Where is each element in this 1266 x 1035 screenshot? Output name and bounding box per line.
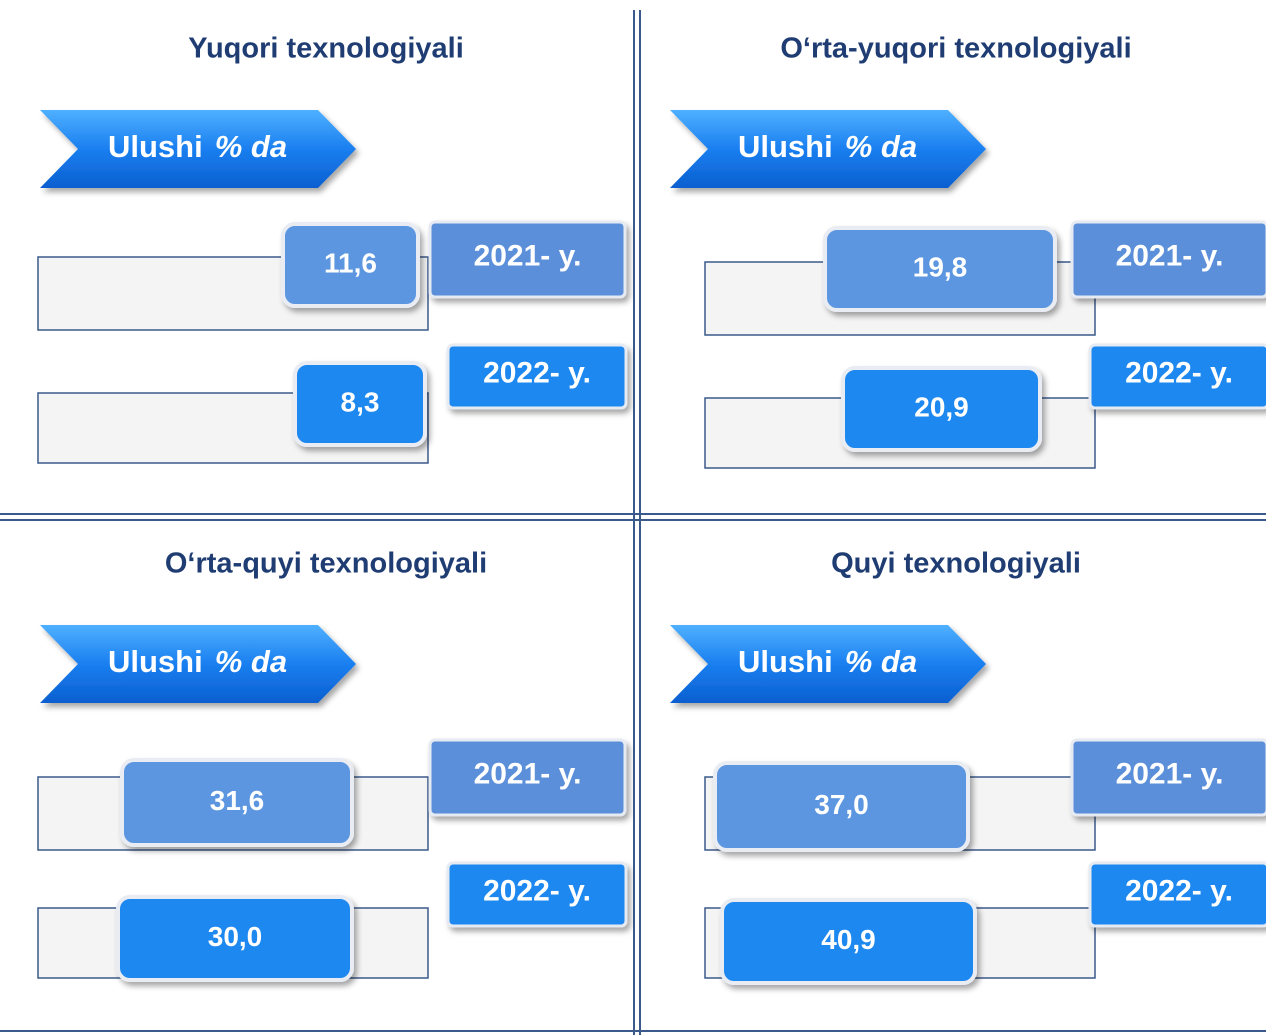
value-label: 30,0: [208, 921, 263, 952]
panel: O‘rta-quyi texnologiyali Ulushi % da 2021- …: [37, 548, 628, 982]
value-label: 37,0: [814, 789, 869, 820]
year-label: 2022- y.: [483, 356, 591, 389]
value-label: 20,9: [914, 391, 969, 422]
year-box: [1088, 861, 1266, 928]
panel-title: O‘rta-yuqori texnologiyali: [780, 33, 1131, 65]
value-label: 40,9: [821, 924, 876, 955]
banner-text: Ulushi % da: [108, 644, 287, 679]
value-label: 11,6: [324, 247, 377, 278]
banner-text: Ulushi % da: [738, 644, 917, 679]
banner-unit: % da: [215, 129, 287, 164]
year-box: [446, 343, 628, 410]
year-box: [1070, 738, 1266, 817]
panel: Yuqori texnologiyali Ulushi % da 2021- y. 11…: [37, 33, 628, 464]
value-label: 19,8: [913, 251, 968, 282]
year-label: 2021- y.: [474, 239, 582, 272]
year-box: [1088, 343, 1266, 410]
banner-unit: % da: [845, 129, 917, 164]
banner-label: Ulushi: [108, 644, 203, 679]
year-label: 2022- y.: [1125, 874, 1233, 907]
value-label: 31,6: [210, 785, 265, 816]
year-label: 2021- y.: [474, 757, 582, 790]
value-box: [116, 895, 354, 982]
dividers: [0, 10, 1266, 1035]
year-label: 2022- y.: [1125, 356, 1233, 389]
value-box: [720, 898, 977, 985]
banner-unit: % da: [215, 644, 287, 679]
banner-arrow: [670, 110, 986, 188]
panel: Quyi texnologiyali Ulushi % da 2021- y. 37,0…: [670, 548, 1266, 985]
year-label: 2021- y.: [1116, 757, 1224, 790]
banner-label: Ulushi: [738, 129, 833, 164]
banner-text: Ulushi % da: [108, 129, 287, 164]
year-box: [446, 861, 628, 928]
year-box: [1070, 220, 1266, 299]
banner-arrow: [40, 625, 356, 703]
value-label: 8,3: [341, 386, 380, 417]
value-box: [823, 226, 1057, 312]
banner-unit: % da: [845, 644, 917, 679]
year-box: [428, 220, 627, 299]
panel-title: Quyi texnologiyali: [831, 548, 1081, 580]
banner-arrow: [670, 625, 986, 703]
panel: O‘rta-yuqori texnologiyali Ulushi % da 2021…: [670, 33, 1266, 469]
year-box: [428, 738, 627, 817]
banner-label: Ulushi: [738, 644, 833, 679]
value-box: [713, 761, 970, 852]
year-label: 2022- y.: [483, 874, 591, 907]
year-label: 2021- y.: [1116, 239, 1224, 272]
panel-title: O‘rta-quyi texnologiyali: [165, 548, 487, 580]
value-box: [293, 361, 427, 447]
panel-title: Yuqori texnologiyali: [188, 33, 464, 65]
banner-label: Ulushi: [108, 129, 203, 164]
value-box: [120, 758, 354, 847]
banner-arrow: [40, 110, 356, 188]
value-box: [841, 366, 1042, 452]
value-box: [281, 222, 420, 308]
banner-text: Ulushi % da: [738, 129, 917, 164]
